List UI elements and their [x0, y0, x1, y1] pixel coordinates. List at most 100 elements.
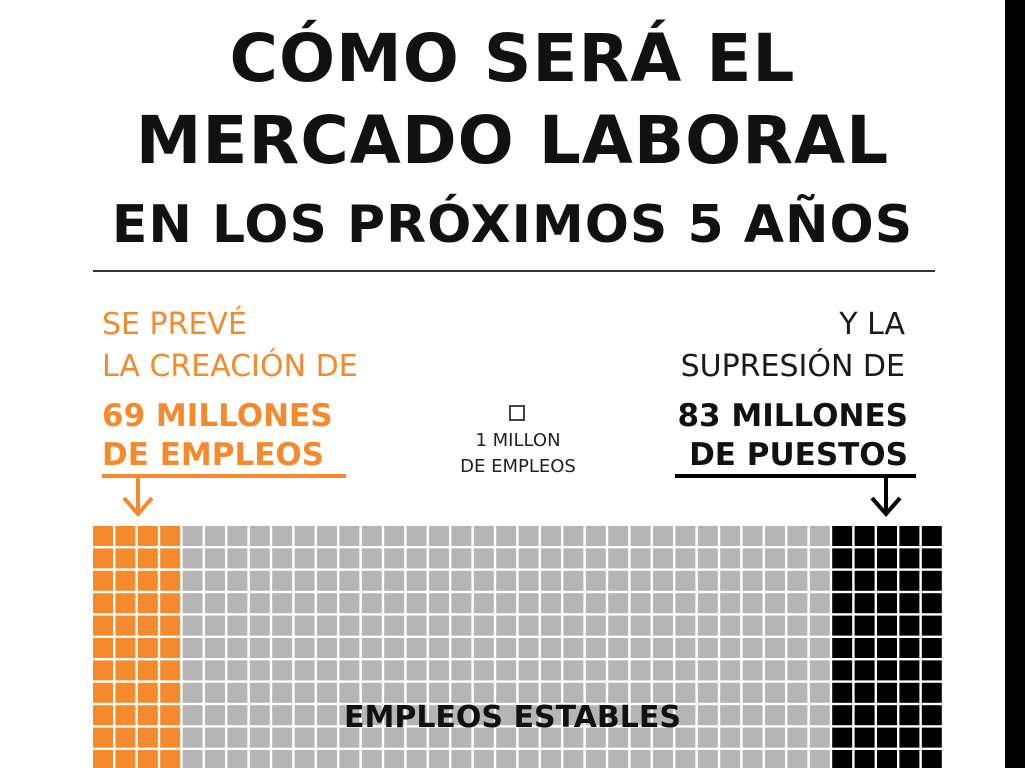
waffle-cell-stable: [249, 615, 270, 636]
title-line-3: EN LOS PRÓXIMOS 5 AÑOS: [111, 195, 914, 255]
waffle-cell-stable: [473, 727, 494, 748]
waffle-cell-stable: [205, 750, 225, 768]
waffle-cell-stable: [272, 682, 293, 703]
waffle-cell-stable: [585, 682, 606, 703]
waffle-cell-created: [137, 750, 158, 768]
waffle-cell-stable: [227, 750, 248, 768]
waffle-cell-created: [93, 593, 113, 614]
waffle-cell-stable: [585, 615, 606, 636]
waffle-cell-stable: [339, 526, 360, 546]
waffle-cell-stable: [496, 660, 517, 681]
waffle-cell-created: [160, 615, 181, 636]
waffle-cell-stable: [608, 526, 629, 546]
waffle-cell-stable: [697, 682, 718, 703]
waffle-cell-stable: [787, 750, 808, 768]
waffle-cell-stable: [809, 660, 830, 681]
waffle-cell-stable: [697, 526, 718, 546]
waffle-cell-stable: [384, 705, 405, 726]
waffle-cell-destroyed: [832, 660, 853, 681]
waffle-cell-stable: [608, 750, 629, 768]
waffle-cell-stable: [272, 570, 293, 591]
waffle-cell-stable: [361, 682, 382, 703]
waffle-cell-stable: [361, 705, 382, 726]
waffle-cell-stable: [563, 615, 584, 636]
waffle-cell-stable: [249, 660, 270, 681]
waffle-cell-stable: [608, 615, 629, 636]
waffle-cell-created: [160, 682, 181, 703]
waffle-cell-stable: [742, 705, 763, 726]
waffle-cell-stable: [473, 660, 494, 681]
waffle-cell-stable: [294, 750, 315, 768]
waffle-cell-stable: [429, 705, 449, 726]
waffle-cell-destroyed: [854, 570, 875, 591]
waffle-cell-created: [160, 638, 181, 658]
waffle-cell-destroyed: [854, 548, 875, 569]
waffle-cell-stable: [205, 705, 225, 726]
waffle-cell-stable: [787, 660, 808, 681]
waffle-cell-stable: [809, 548, 830, 569]
waffle-cell-stable: [697, 593, 718, 614]
waffle-cell-stable: [429, 593, 449, 614]
waffle-cell-destroyed: [877, 638, 897, 658]
waffle-cell-stable: [473, 548, 494, 569]
waffle-cell-stable: [339, 705, 360, 726]
waffle-cell-stable: [227, 705, 248, 726]
waffle-cell-stable: [742, 682, 763, 703]
waffle-cell-stable: [182, 727, 203, 748]
waffle-cell-stable: [227, 682, 248, 703]
waffle-cell-stable: [429, 526, 449, 546]
waffle-cell-stable: [361, 570, 382, 591]
waffle-cell-stable: [317, 570, 337, 591]
waffle-cell-created: [137, 526, 158, 546]
waffle-cell-stable: [675, 548, 696, 569]
waffle-cell-stable: [518, 705, 539, 726]
waffle-cell-destroyed: [854, 615, 875, 636]
waffle-cell-stable: [317, 750, 337, 768]
waffle-cell-created: [137, 615, 158, 636]
waffle-cell-stable: [630, 660, 651, 681]
waffle-cell-stable: [720, 615, 741, 636]
waffle-cell-stable: [384, 570, 405, 591]
waffle-cell-destroyed: [832, 526, 853, 546]
waffle-cell-stable: [182, 615, 203, 636]
waffle-cell-stable: [563, 682, 584, 703]
waffle-cell-created: [115, 750, 136, 768]
waffle-cell-stable: [585, 526, 606, 546]
waffle-cell-stable: [765, 615, 785, 636]
waffle-cell-stable: [518, 727, 539, 748]
waffle-cell-stable: [406, 638, 427, 658]
waffle-cell-stable: [608, 638, 629, 658]
waffle-cell-stable: [227, 660, 248, 681]
waffle-cell-stable: [317, 638, 337, 658]
waffle-cell-stable: [518, 526, 539, 546]
waffle-cell-stable: [294, 615, 315, 636]
waffle-cell-stable: [608, 570, 629, 591]
waffle-cell-stable: [787, 570, 808, 591]
waffle-cell-created: [137, 660, 158, 681]
right-value-line-1: 83 MILLONES: [677, 398, 908, 434]
waffle-cell-stable: [451, 660, 472, 681]
waffle-cell-stable: [742, 750, 763, 768]
waffle-cell-stable: [361, 727, 382, 748]
waffle-cell-stable: [518, 750, 539, 768]
waffle-cell-stable: [361, 526, 382, 546]
waffle-cell-created: [137, 593, 158, 614]
waffle-cell-stable: [765, 660, 785, 681]
waffle-cell-stable: [294, 593, 315, 614]
waffle-cell-created: [93, 526, 113, 546]
waffle-cell-stable: [653, 660, 673, 681]
waffle-cell-stable: [675, 750, 696, 768]
waffle-cell-stable: [473, 638, 494, 658]
waffle-cell-stable: [249, 526, 270, 546]
waffle-cell-stable: [496, 638, 517, 658]
waffle-cell-stable: [182, 682, 203, 703]
waffle-cell-destroyed: [899, 750, 920, 768]
waffle-cell-stable: [675, 638, 696, 658]
waffle-cell-stable: [787, 727, 808, 748]
waffle-cell-destroyed: [832, 682, 853, 703]
waffle-cell-stable: [563, 727, 584, 748]
waffle-cell-stable: [697, 727, 718, 748]
right-value-line-2: DE PUESTOS: [689, 437, 908, 473]
waffle-cell-stable: [742, 638, 763, 658]
waffle-cell-stable: [182, 593, 203, 614]
